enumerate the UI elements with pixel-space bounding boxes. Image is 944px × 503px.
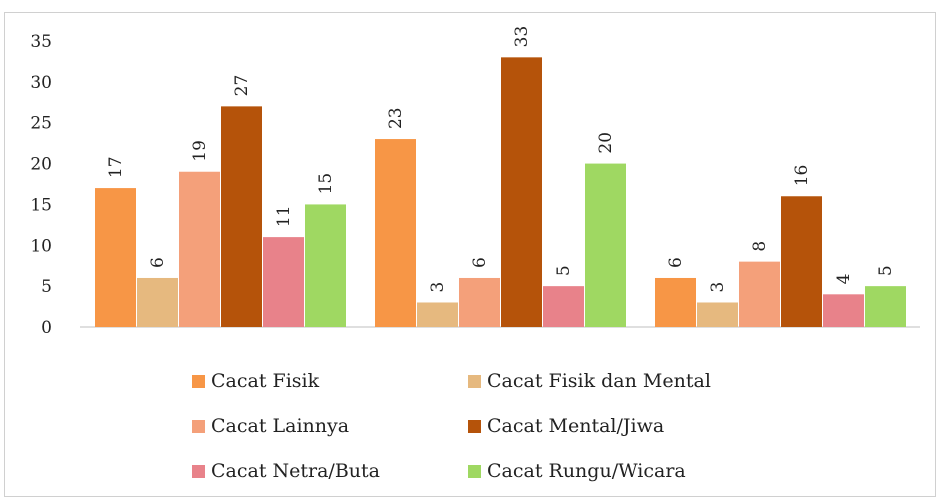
data-label: 8 [750, 241, 770, 252]
legend-item: Cacat Fisik dan Mental [468, 370, 711, 392]
y-tick-label: 0 [41, 318, 52, 338]
legend-label: Cacat Rungu/Wicara [487, 460, 686, 482]
bar [459, 277, 500, 327]
bar [655, 277, 696, 327]
data-label: 19 [190, 140, 210, 162]
data-label: 20 [596, 132, 616, 154]
bar [739, 261, 780, 327]
legend-label: Cacat Netra/Buta [211, 460, 380, 482]
data-label: 6 [148, 257, 168, 268]
bar [823, 294, 864, 327]
bar-chart: 0 5 10 15 20 25 30 35 17 6 19 27 11 15 23 3 6 33 5 20 6 3 8 16… [30, 26, 920, 338]
data-label: 17 [106, 156, 126, 178]
bars-group [95, 57, 906, 327]
y-tick-label: 10 [30, 236, 52, 256]
legend-item: Cacat Rungu/Wicara [468, 460, 686, 482]
bar [305, 204, 346, 327]
bar [781, 196, 822, 327]
bar [95, 188, 136, 327]
bar [585, 163, 626, 327]
legend-label: Cacat Fisik [211, 370, 320, 392]
bar [263, 237, 304, 327]
legend-swatch [468, 374, 481, 388]
bar [501, 57, 542, 327]
data-label: 5 [876, 265, 896, 276]
bar [179, 171, 220, 327]
data-label: 6 [470, 257, 490, 268]
legend-swatch [468, 464, 481, 478]
legend-item: Cacat Fisik [192, 370, 319, 392]
data-label: 23 [386, 107, 406, 129]
data-label: 15 [316, 173, 336, 195]
data-label: 16 [792, 165, 812, 187]
legend-label: Cacat Mental/Jiwa [487, 415, 665, 437]
data-labels-group: 17 6 19 27 11 15 23 3 6 33 5 20 6 3 8 16 4 5 [106, 26, 896, 293]
legend-swatch [192, 374, 205, 388]
y-axis: 0 5 10 15 20 25 30 35 [30, 32, 52, 338]
y-tick-label: 25 [30, 114, 52, 134]
legend-item: Cacat Netra/Buta [192, 460, 380, 482]
legend-item: Cacat Mental/Jiwa [468, 415, 664, 437]
bar [375, 139, 416, 327]
legend-swatch [468, 419, 481, 433]
bar [865, 286, 906, 327]
legend-swatch [192, 419, 205, 433]
legend-swatch [192, 464, 205, 478]
legend-item: Cacat Lainnya [192, 415, 349, 437]
data-label: 27 [232, 75, 252, 97]
data-label: 3 [708, 282, 728, 293]
bar [417, 302, 458, 327]
chart-frame [4, 12, 936, 497]
bar [137, 277, 178, 327]
y-tick-label: 30 [30, 73, 52, 93]
y-tick-label: 35 [30, 32, 52, 52]
data-label: 5 [554, 265, 574, 276]
data-label: 11 [274, 205, 294, 227]
bar [697, 302, 738, 327]
data-label: 33 [512, 26, 532, 48]
data-label: 6 [666, 257, 686, 268]
legend-label: Cacat Lainnya [211, 415, 350, 437]
bar [221, 106, 262, 327]
y-tick-label: 5 [41, 277, 52, 297]
data-label: 4 [834, 273, 854, 284]
data-label: 3 [428, 282, 448, 293]
bar [543, 286, 584, 327]
legend-label: Cacat Fisik dan Mental [487, 370, 711, 392]
y-tick-label: 15 [30, 195, 52, 215]
y-tick-label: 20 [30, 155, 52, 175]
